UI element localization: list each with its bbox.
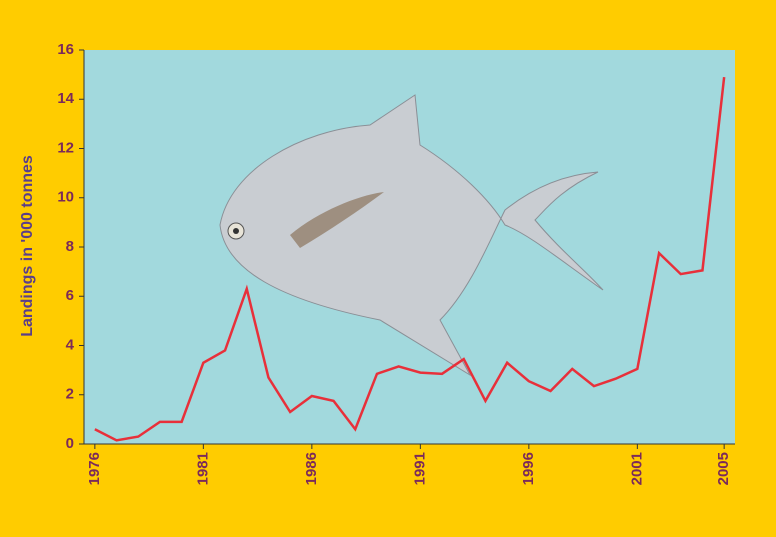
fish-body bbox=[219, 94, 604, 377]
x-tick-label: 1996 bbox=[520, 452, 537, 485]
x-tick-label: 1976 bbox=[86, 452, 103, 485]
fish-pupil bbox=[233, 228, 239, 234]
y-tick-label: 14 bbox=[57, 90, 74, 107]
y-tick-label: 6 bbox=[66, 287, 74, 304]
y-tick-label: 12 bbox=[57, 139, 74, 156]
data-line bbox=[94, 76, 726, 442]
x-tick-label: 2005 bbox=[715, 452, 732, 485]
y-tick-label: 8 bbox=[66, 238, 74, 255]
x-tick-label: 1981 bbox=[194, 452, 211, 485]
fish-illustration bbox=[219, 94, 604, 377]
y-tick-label: 0 bbox=[66, 435, 74, 452]
fish-fin bbox=[290, 192, 384, 248]
y-tick-label: 4 bbox=[66, 336, 75, 353]
y-tick-label: 2 bbox=[66, 386, 74, 403]
y-tick-label: 16 bbox=[57, 41, 74, 58]
y-tick-label: 10 bbox=[57, 189, 74, 206]
x-tick-label: 1991 bbox=[411, 452, 428, 485]
y-axis-label: Landings in '000 tonnes bbox=[19, 155, 36, 337]
x-tick-label: 1986 bbox=[303, 452, 320, 485]
x-tick-label: 2001 bbox=[628, 452, 645, 485]
